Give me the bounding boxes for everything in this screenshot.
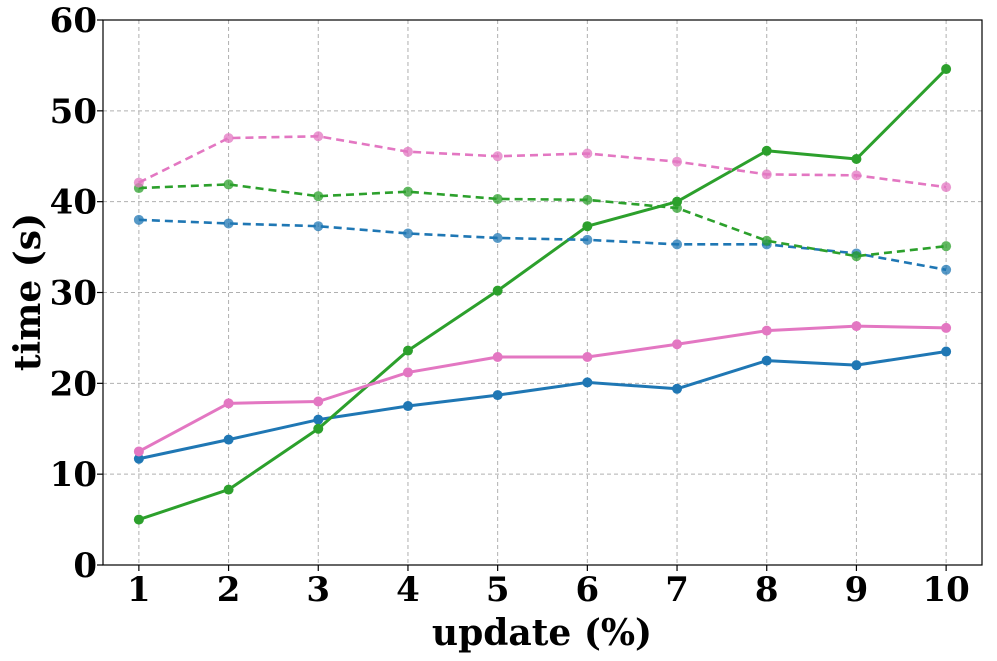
data-point (492, 151, 503, 162)
y-tick-label: 20 (50, 364, 97, 404)
data-point (402, 345, 413, 356)
data-point (313, 221, 324, 232)
axes-frame (102, 19, 983, 566)
data-point (492, 193, 503, 204)
data-point (402, 367, 413, 378)
y-axis-title: time (s) (7, 213, 49, 371)
data-point (133, 446, 144, 457)
y-tick-label: 60 (50, 1, 97, 41)
y-tick-label: 40 (50, 183, 97, 223)
data-point (223, 179, 234, 190)
data-point (672, 239, 683, 250)
data-point (761, 145, 772, 156)
data-point (492, 390, 503, 401)
data-point (582, 221, 593, 232)
data-point (851, 170, 862, 181)
data-point (133, 214, 144, 225)
data-point (313, 191, 324, 202)
data-point (402, 146, 413, 157)
ticks: 1 2 3 4 5 6 7 8 9 10 0 10 20 30 40 50 60 (50, 1, 970, 610)
data-point (492, 233, 503, 243)
data-point (133, 514, 144, 525)
x-tick-label: 6 (576, 570, 600, 610)
x-tick-label: 2 (217, 570, 241, 610)
data-point (672, 156, 683, 167)
x-tick-label: 10 (922, 570, 969, 610)
series-6 (133, 131, 952, 193)
data-point (672, 383, 683, 394)
series-line (138, 134, 947, 189)
data-point (941, 241, 952, 252)
data-point (313, 396, 324, 407)
data-point (941, 64, 952, 75)
data-point (941, 264, 952, 275)
data-point (941, 346, 952, 357)
data-point (402, 228, 413, 239)
x-tick-label: 5 (486, 570, 510, 610)
data-point (402, 186, 413, 197)
data-point (313, 423, 324, 434)
data-point (313, 131, 324, 142)
series-5 (133, 179, 952, 262)
grid (103, 19, 982, 566)
data-point (402, 401, 413, 412)
x-tick-label: 3 (306, 570, 330, 610)
data-point (761, 235, 772, 246)
x-tick-label: 9 (845, 570, 869, 610)
y-tick-label: 0 (73, 546, 97, 586)
data-point (133, 177, 144, 188)
data-point (761, 325, 772, 336)
data-point (582, 194, 593, 205)
data-point (133, 453, 144, 464)
data-point (223, 434, 234, 445)
x-tick-label: 7 (665, 570, 689, 610)
series-line (138, 67, 948, 522)
data-point (582, 351, 593, 362)
data-point (851, 251, 862, 262)
series-4 (133, 214, 952, 275)
data-point (851, 321, 862, 332)
series-3 (133, 321, 952, 457)
data-point (313, 414, 324, 425)
series-1 (133, 346, 952, 464)
data-point (223, 218, 234, 229)
data-point (223, 398, 234, 409)
data-point (672, 339, 683, 350)
data-point (223, 133, 234, 144)
series-line (138, 324, 947, 453)
data-point (492, 285, 503, 296)
y-tick-label: 30 (50, 274, 97, 314)
data-point (672, 203, 683, 214)
series-line (138, 183, 947, 258)
series-2 (133, 64, 952, 525)
series-line (138, 218, 947, 272)
y-tick-label: 50 (50, 92, 97, 132)
data-point (223, 484, 234, 495)
data-point (582, 148, 593, 159)
data-point (582, 234, 593, 245)
data-point (851, 360, 862, 371)
series-layer (133, 64, 952, 525)
data-point (941, 322, 952, 333)
x-tick-label: 8 (755, 570, 779, 610)
data-point (582, 377, 593, 388)
series-line (138, 350, 947, 461)
data-point (851, 153, 862, 164)
data-point (761, 355, 772, 366)
y-tick-label: 10 (50, 455, 97, 495)
x-axis-title: update (%) (432, 612, 652, 654)
data-point (761, 169, 772, 180)
x-tick-label: 4 (396, 570, 420, 610)
x-tick-label: 1 (127, 570, 151, 610)
data-point (492, 351, 503, 362)
data-point (941, 182, 952, 193)
